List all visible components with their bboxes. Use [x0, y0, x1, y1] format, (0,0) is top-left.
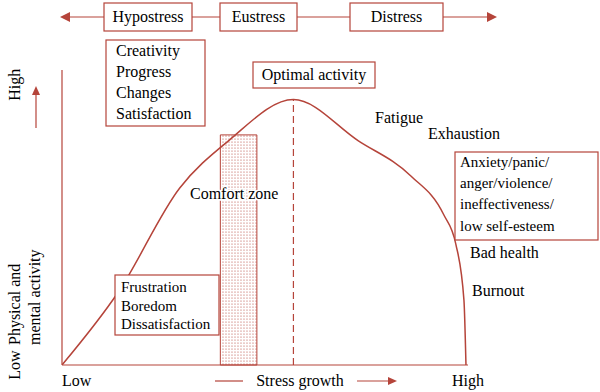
svg-text:High: High: [8, 69, 24, 101]
svg-text:Optimal activity: Optimal activity: [262, 66, 366, 84]
svg-text:Low: Low: [8, 350, 23, 380]
svg-text:Creativity: Creativity: [116, 42, 180, 60]
svg-text:Stress growth: Stress growth: [256, 372, 344, 390]
svg-text:Burnout: Burnout: [472, 282, 525, 299]
svg-text:Changes: Changes: [116, 84, 171, 102]
svg-text:Bad health: Bad health: [470, 244, 539, 261]
svg-text:anger/violence/: anger/violence/: [460, 175, 553, 191]
svg-text:Eustress: Eustress: [232, 8, 285, 25]
svg-text:Progress: Progress: [116, 63, 171, 81]
svg-text:Distress: Distress: [371, 8, 423, 25]
svg-text:Boredom: Boredom: [121, 298, 177, 314]
svg-text:Low: Low: [62, 372, 92, 389]
svg-text:Comfort zone: Comfort zone: [190, 185, 278, 202]
svg-text:Exhaustion: Exhaustion: [428, 125, 500, 142]
svg-text:ineffectiveness/: ineffectiveness/: [460, 196, 555, 212]
svg-text:Hypostress: Hypostress: [112, 8, 183, 26]
svg-text:High: High: [452, 372, 484, 390]
svg-text:low self-esteem: low self-esteem: [460, 218, 555, 234]
svg-text:Frustration: Frustration: [121, 279, 187, 295]
svg-text:Satisfaction: Satisfaction: [116, 105, 192, 122]
svg-text:Dissatisfaction: Dissatisfaction: [121, 316, 211, 332]
svg-text:Fatigue: Fatigue: [375, 109, 423, 127]
svg-text:Anxiety/panic/: Anxiety/panic/: [460, 154, 550, 170]
svg-text:Physical and: Physical and: [8, 264, 24, 345]
svg-text:mental activity: mental activity: [26, 249, 44, 345]
